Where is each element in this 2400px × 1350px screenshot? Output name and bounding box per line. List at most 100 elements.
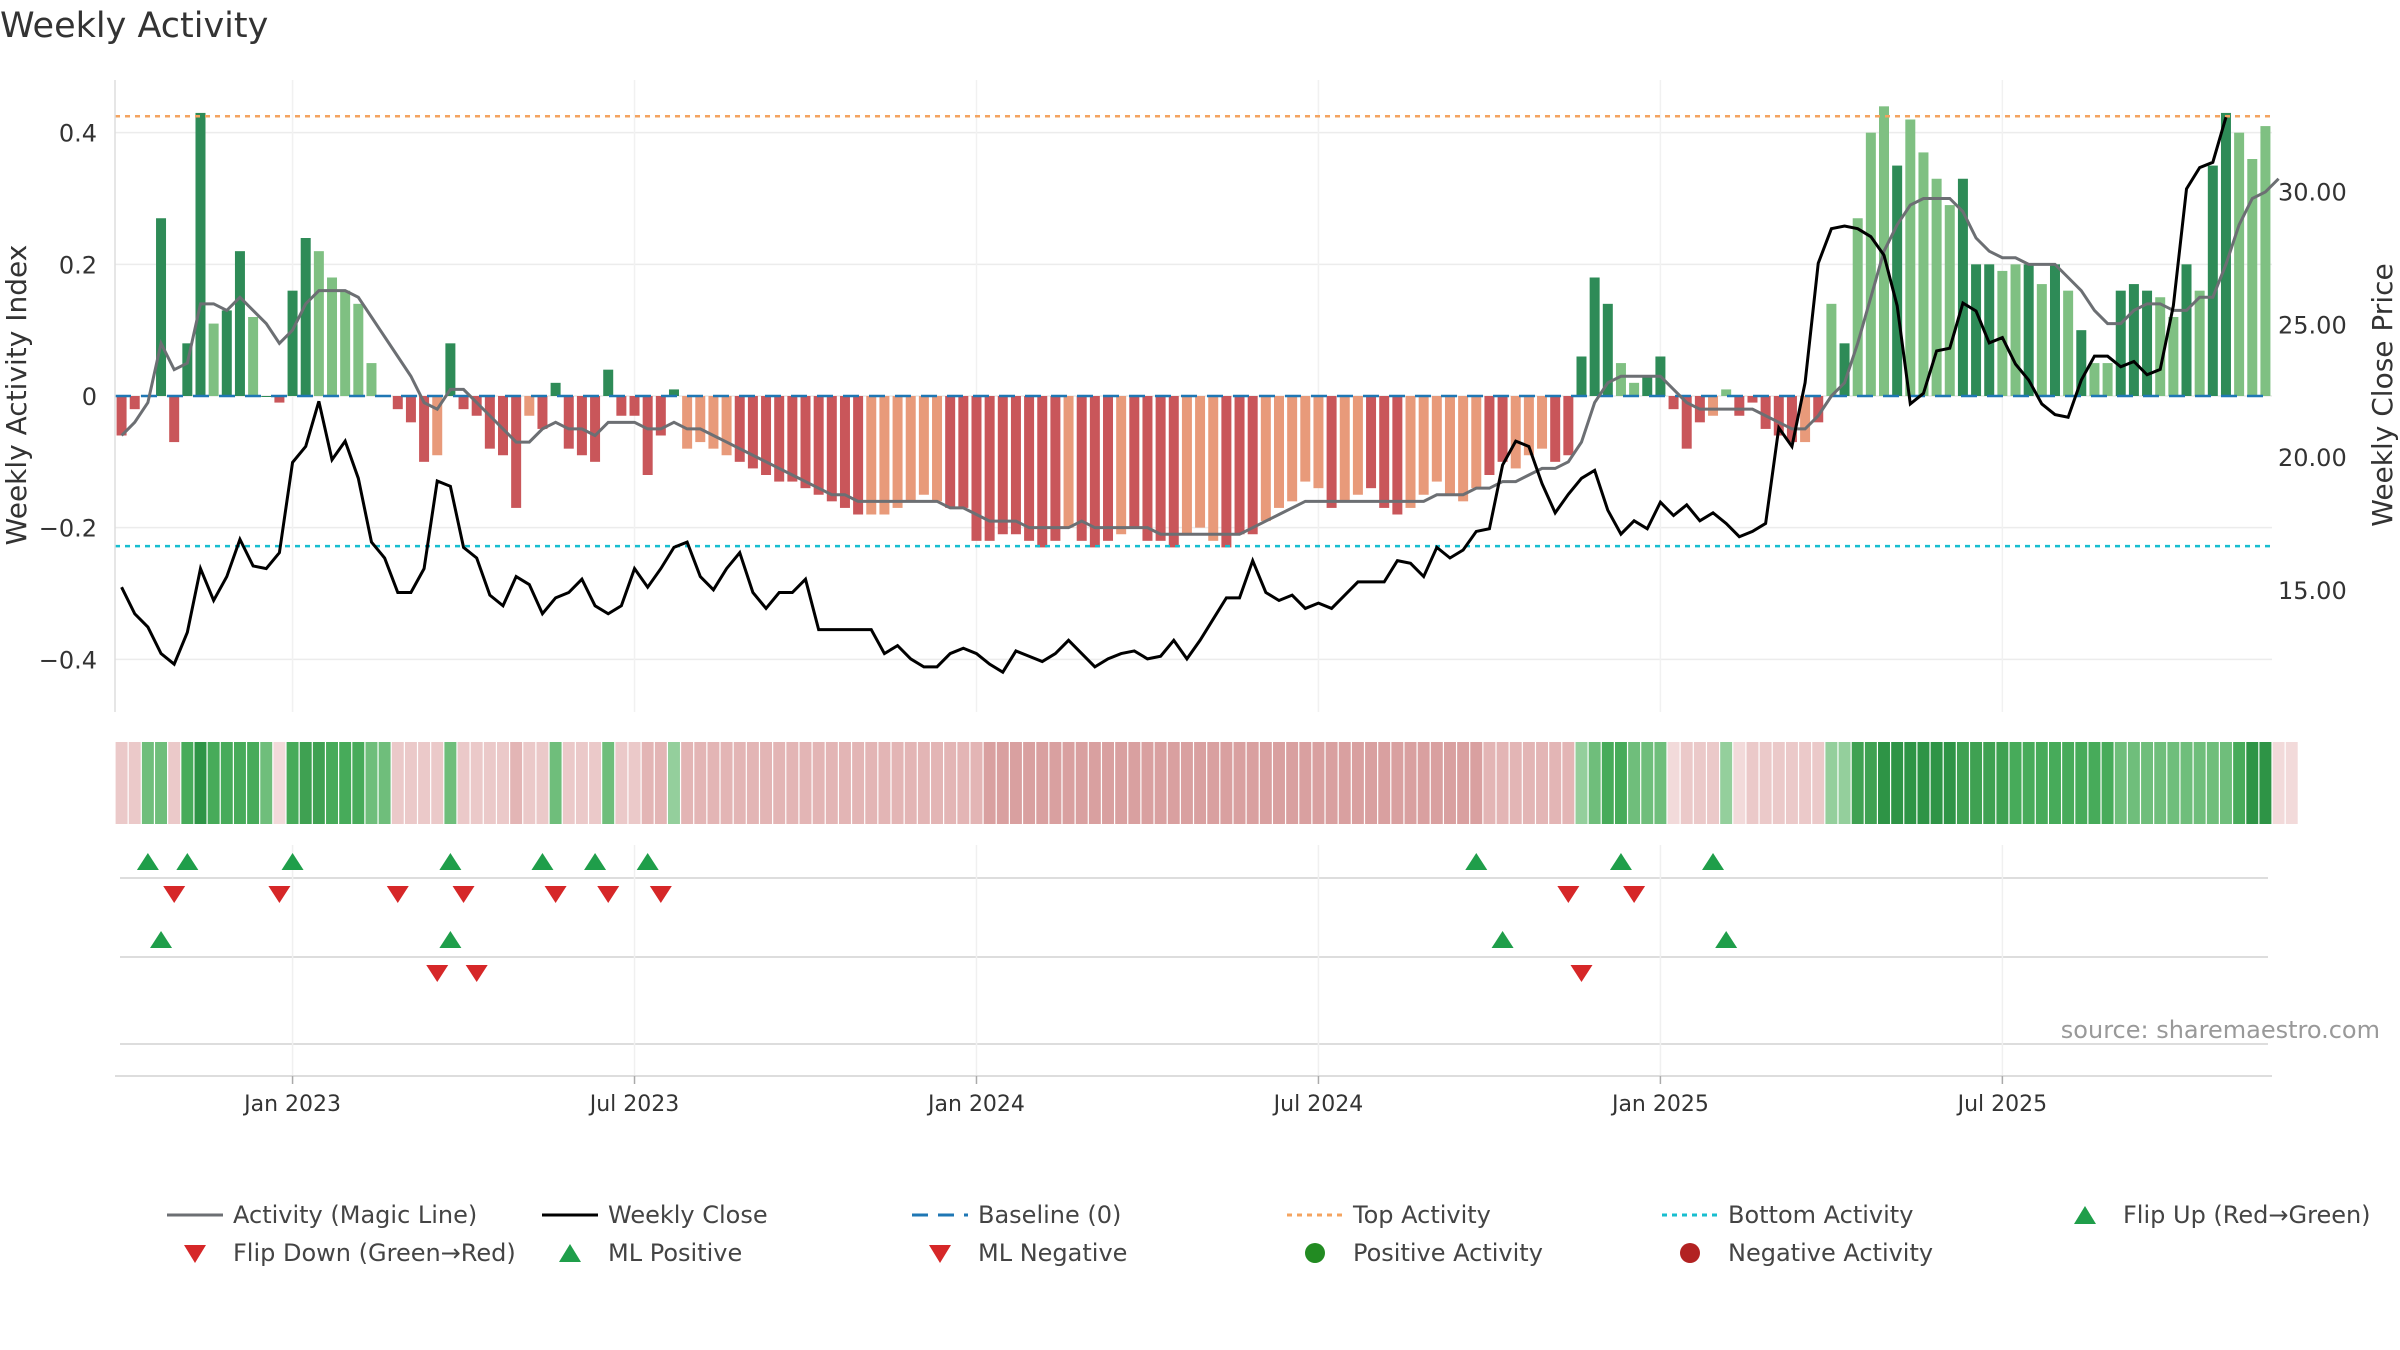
activity-bar: [2220, 112, 2231, 397]
activity-bar: [445, 343, 456, 396]
legend: Activity (Magic Line) Weekly Close Baselin…: [0, 1200, 2400, 1280]
heat-strip-cell: [2062, 742, 2075, 824]
heat-strip-cell: [1299, 742, 1312, 824]
activity-bar: [313, 251, 324, 396]
heat-strip-cell: [1878, 742, 1890, 824]
heat-strip-cell: [589, 742, 602, 824]
activity-bar: [458, 396, 469, 410]
activity-bar: [1800, 396, 1811, 443]
legend-weekly-close: Weekly Close: [540, 1200, 768, 1230]
heat-strip-cell: [549, 742, 562, 824]
flip-up-marker: [531, 853, 554, 870]
heat-strip-cell: [2114, 742, 2127, 824]
heat-strip-cell: [2219, 742, 2232, 824]
heat-strip-cell: [1536, 742, 1549, 824]
activity-bar: [563, 396, 574, 449]
activity-bar: [1708, 396, 1719, 416]
source-label: source: sharemaestro.com: [2061, 1016, 2380, 1044]
legend-label: ML Negative: [978, 1239, 1128, 1267]
activity-bar: [2194, 290, 2205, 396]
heat-strip-cell: [562, 742, 575, 824]
heat-strip-cell: [1075, 742, 1088, 824]
activity-bar: [511, 396, 522, 508]
legend-label: Flip Up (Red→Green): [2123, 1201, 2371, 1229]
activity-bar: [1721, 389, 1732, 396]
activity-bar: [1195, 396, 1206, 528]
activity-bar: [708, 396, 719, 449]
heat-strip-cell: [1417, 742, 1430, 824]
heat-strip-cell: [1391, 742, 1404, 824]
heat-strip-cell: [1628, 742, 1641, 824]
activity-bar: [300, 238, 311, 396]
activity-bar: [1339, 396, 1350, 502]
y-right-tick-label: 25.00: [2278, 311, 2347, 339]
ml-negative-marker: [426, 965, 449, 982]
x-tick-label: Jan 2025: [1610, 1092, 1709, 1117]
activity-bar: [1997, 270, 2008, 396]
activity-bar: [1615, 363, 1626, 396]
heat-strip-cell: [2259, 742, 2272, 824]
heat-strip-cell: [852, 742, 865, 824]
activity-bar: [366, 363, 377, 396]
legend-label: ML Positive: [608, 1239, 743, 1267]
activity-bar: [590, 396, 601, 462]
magic-line: [120, 177, 2280, 536]
heat-strip-cell: [1864, 742, 1877, 824]
activity-bar: [2010, 264, 2021, 396]
heat-strip-cell: [457, 742, 470, 824]
heat-strip-cell: [746, 742, 759, 824]
activity-bar: [2076, 330, 2087, 396]
heat-strip-cell: [1904, 742, 1917, 824]
heat-strip-cell: [2167, 742, 2180, 824]
heat-strip-cell: [1443, 742, 1456, 824]
activity-bar: [1984, 264, 1995, 396]
activity-bar: [2155, 297, 2166, 396]
y-axis-right-label: Weekly Close Price: [2366, 263, 2399, 526]
heat-strip-cell: [1654, 742, 1667, 824]
heat-strip-cell: [497, 742, 509, 824]
heat-strip-cell: [2009, 742, 2022, 824]
y-left-tick-label: 0: [82, 383, 97, 411]
legend-negative-activity: Negative Activity: [1660, 1238, 1933, 1268]
heat-strip-cell: [1522, 742, 1535, 824]
activity-bar: [2234, 132, 2245, 396]
heat-strip-cell: [260, 742, 273, 824]
activity-bars: [116, 106, 2271, 548]
heat-strip-cell: [812, 742, 825, 824]
activity-bar: [1129, 396, 1140, 528]
heat-strip-cell: [681, 742, 694, 824]
heat-strip-cell: [247, 742, 260, 824]
heat-strip-cell: [128, 742, 141, 824]
activity-bar: [2102, 363, 2113, 396]
heat-strip-cell: [838, 742, 851, 824]
activity-bar: [616, 396, 627, 416]
heat-strip-cell: [2206, 742, 2219, 824]
activity-bar: [340, 290, 351, 396]
series-lines: [120, 116, 2280, 675]
flip-up-marker: [636, 853, 659, 870]
activity-bar: [2128, 284, 2139, 396]
y-right-tick-label: 20.00: [2278, 444, 2347, 472]
activity-bar: [629, 396, 640, 416]
heat-strip-cell: [1720, 742, 1733, 824]
heat-strip-cell: [760, 742, 773, 824]
heat-strip-cell: [1286, 742, 1299, 824]
activity-bar: [761, 396, 772, 475]
heat-strip-cell: [1338, 742, 1351, 824]
heat-strip-cell: [141, 742, 154, 824]
activity-bar: [1405, 396, 1416, 508]
heat-strip-cell: [2049, 742, 2061, 824]
activity-bar: [353, 303, 364, 396]
flip-down-marker: [649, 886, 672, 903]
heat-strip-cell: [510, 742, 523, 824]
activity-bar: [905, 396, 916, 502]
activity-bar: [1865, 132, 1876, 396]
heat-strip-cell: [1167, 742, 1180, 824]
heat-strip-cell: [1496, 742, 1509, 824]
axes: 0.4 0.2 0 −0.2 −0.4 30.00 25.00 20.00 15.00: [39, 80, 2347, 712]
heat-strip-cell: [352, 742, 365, 824]
heat-strip-cell: [2180, 742, 2193, 824]
ml-negative-marker: [465, 965, 488, 982]
activity-bar: [2168, 317, 2179, 396]
activity-bar: [1418, 396, 1429, 495]
